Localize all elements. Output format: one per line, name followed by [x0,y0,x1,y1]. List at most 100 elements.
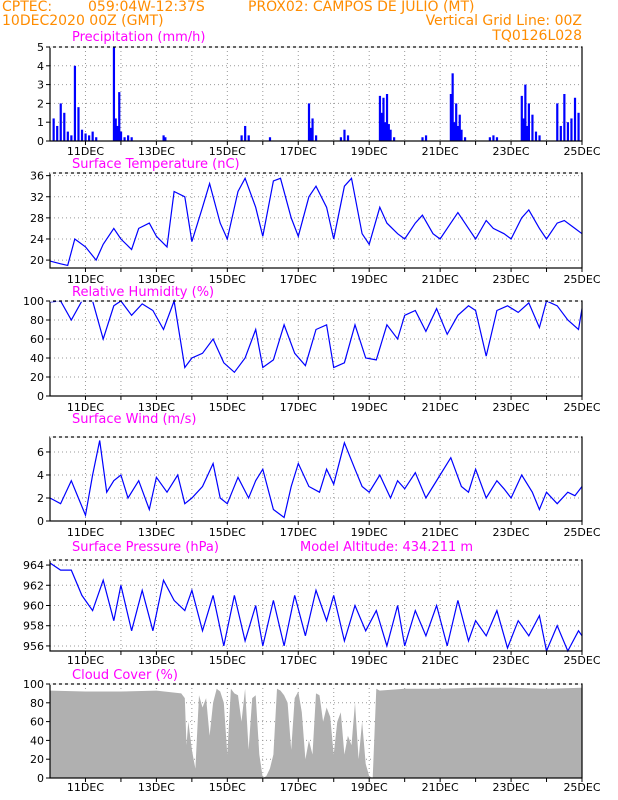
precip-bar [247,135,250,141]
x-tick-label: 25DEC [563,401,600,414]
precip-bar [339,137,343,141]
precip-bar [378,95,382,141]
precip-bar [309,127,312,141]
precip-bar [573,97,577,141]
precip-bar [527,103,530,141]
header-model: TQ0126L028 [492,28,582,44]
precip-bar [88,135,91,141]
x-tick-label: 25DEC [563,273,600,286]
precip-bar [524,84,527,141]
header-date: 10DEC2020 00Z (GMT) [2,13,164,29]
x-tick-label: 11DEC [67,273,104,286]
precip-bar [56,125,59,141]
x-tick-label: 11DEC [67,781,104,794]
x-tick-label: 13DEC [138,526,175,539]
precip-bar [311,118,314,141]
x-tick-label: 23DEC [493,781,530,794]
precip-bar [449,94,452,141]
y-tick-label: 2 [37,97,44,110]
precip-bar [456,125,460,141]
y-tick-label: 0 [37,515,44,528]
y-tick-label: 32 [30,191,44,204]
precip-bar [566,122,570,141]
precip-bar [577,112,580,141]
precip-bar [114,118,117,141]
y-tick-label: 2 [37,492,44,505]
x-tick-label: 25DEC [563,526,600,539]
x-tick-label: 11DEC [67,654,104,667]
x-tick-label: 19DEC [351,781,388,794]
precip-bar [559,125,562,141]
precip-bar [315,135,318,141]
y-tick-label: 956 [23,640,44,653]
x-tick-label: 11DEC [67,526,104,539]
panel-frame [49,300,583,397]
x-tick-label: 23DEC [493,273,530,286]
precip-bar [453,122,456,141]
precip-bar [95,137,98,141]
precip-bar [389,129,392,141]
precip-bar [63,112,66,141]
y-tick-label: 20 [30,254,44,267]
precip-bar [463,137,467,141]
y-tick-label: 4 [37,469,44,482]
y-tick-label: 60 [30,716,44,729]
precip-bar [127,135,130,141]
precip-bar [522,118,525,141]
cloud-cover-area [50,687,582,778]
precip-bar [118,92,121,141]
precip-bar [556,103,559,141]
precip-bar [116,125,119,141]
precip-bar [112,47,116,141]
panel-frame [49,436,583,522]
x-tick-label: 19DEC [351,526,388,539]
series-line-1 [49,176,583,267]
x-tick-label: 11DEC [67,401,104,414]
precip-bar [244,125,247,141]
y-tick-label: 100 [23,678,44,691]
x-tick-label: 23DEC [493,401,530,414]
panel-title: Relative Humidity (%) [72,285,214,300]
precip-bar [393,137,396,141]
panel-title: Surface Temperature (nC) [72,157,240,172]
x-tick-label: 15DEC [209,781,246,794]
precip-bar [424,135,428,141]
x-tick-label: 23DEC [493,145,530,158]
series-line-3 [49,440,583,519]
precip-bar [240,135,243,141]
precip-bar [343,129,346,141]
precip-bar [59,103,62,141]
precip-bar [162,135,165,141]
precip-bar [268,137,272,141]
y-tick-label: 100 [23,295,44,308]
x-tick-label: 21DEC [422,654,459,667]
x-tick-label: 23DEC [493,526,530,539]
precip-bar [77,107,80,141]
precip-bar [346,135,350,141]
y-tick-label: 962 [23,579,44,592]
panel-subtitle: Model Altitude: 434.211 m [300,540,473,555]
x-tick-label: 21DEC [422,401,459,414]
x-tick-label: 21DEC [422,781,459,794]
precip-bar [66,131,69,141]
y-tick-label: 4 [37,60,44,73]
y-tick-label: 20 [30,371,44,384]
x-tick-label: 15DEC [209,401,246,414]
precip-bar [531,114,534,141]
precip-bar [488,137,491,141]
precip-bar [495,137,499,141]
precip-bar [421,137,424,141]
precip-bar [80,129,84,141]
precip-bar [570,118,573,141]
x-tick-label: 11DEC [67,145,104,158]
x-tick-label: 17DEC [280,145,317,158]
header-coords: 059:04W-12:37S [88,0,205,15]
x-tick-label: 15DEC [209,526,246,539]
y-tick-label: 0 [37,390,44,403]
y-tick-label: 40 [30,734,44,747]
series-line-4 [49,562,583,654]
y-tick-label: 958 [23,620,44,633]
precip-bar [91,131,94,141]
x-tick-label: 17DEC [280,781,317,794]
precip-bar [538,135,541,141]
